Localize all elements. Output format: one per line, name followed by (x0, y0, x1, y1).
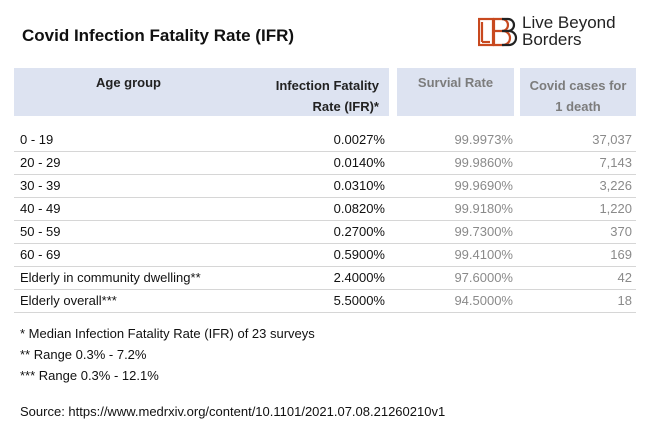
cell-cases: 370 (610, 224, 632, 239)
table-row: 30 - 39 0.0310% 99.9690% 3,226 (14, 175, 636, 198)
cell-cases: 1,220 (599, 201, 632, 216)
cell-cases: 42 (617, 270, 632, 285)
cell-survival: 99.9860% (454, 155, 513, 170)
page-title: Covid Infection Fatality Rate (IFR) (22, 26, 295, 45)
header-age-group: Age group (96, 75, 161, 90)
cell-age-group: 50 - 59 (20, 224, 61, 239)
table-row: 40 - 49 0.0820% 99.9180% 1,220 (14, 198, 636, 221)
cell-age-group: 30 - 39 (20, 178, 61, 193)
header-cases: Covid cases for 1 death (520, 75, 636, 117)
cell-ifr: 5.5000% (333, 293, 385, 308)
cell-age-group: 60 - 69 (20, 247, 61, 262)
table-header-cases: Covid cases for 1 death (520, 68, 636, 116)
cell-age-group: 0 - 19 (20, 132, 54, 147)
cell-survival: 99.9690% (454, 178, 513, 193)
logo-text: Live Beyond Borders (522, 14, 616, 48)
logo-line1: Live Beyond (522, 13, 616, 32)
header-cases-line2: 1 death (555, 99, 601, 114)
header-cases-line1: Covid cases for (529, 78, 627, 93)
footnote: * Median Infection Fatality Rate (IFR) o… (20, 326, 315, 341)
table-row: 50 - 59 0.2700% 99.7300% 370 (14, 221, 636, 244)
table-header-survival: Survial Rate (397, 68, 514, 116)
cell-age-group: 40 - 49 (20, 201, 61, 216)
table-header-main: Age group Infection Fatality Rate (IFR)* (14, 68, 389, 116)
table-row: Elderly in community dwelling** 2.4000% … (14, 267, 636, 290)
cell-ifr: 0.5900% (333, 247, 385, 262)
cell-survival: 99.9180% (454, 201, 513, 216)
lbb-logo-icon (478, 17, 518, 47)
table-row: Elderly overall*** 5.5000% 94.5000% 18 (14, 290, 636, 313)
footnote: ** Range 0.3% - 7.2% (20, 347, 147, 362)
cell-cases: 37,037 (592, 132, 632, 147)
source-link[interactable]: Source: https://www.medrxiv.org/content/… (20, 404, 446, 419)
cell-survival: 99.9973% (454, 132, 513, 147)
cell-ifr: 0.0310% (333, 178, 385, 193)
header-survival: Survial Rate (417, 75, 494, 90)
table-row: 20 - 29 0.0140% 99.9860% 7,143 (14, 152, 636, 175)
cell-survival: 97.6000% (454, 270, 513, 285)
header-ifr: Infection Fatality Rate (IFR)* (276, 75, 379, 117)
header-ifr-line1: Infection Fatality (275, 78, 379, 93)
table-row: 0 - 19 0.0027% 99.9973% 37,037 (14, 129, 636, 152)
cell-ifr: 2.4000% (333, 270, 385, 285)
cell-ifr: 0.0140% (333, 155, 385, 170)
ifr-table-body: 0 - 19 0.0027% 99.9973% 37,037 20 - 29 0… (14, 129, 636, 313)
cell-survival: 94.5000% (454, 293, 513, 308)
cell-cases: 3,226 (599, 178, 632, 193)
footnotes: * Median Infection Fatality Rate (IFR) o… (20, 323, 315, 386)
cell-ifr: 0.0027% (333, 132, 385, 147)
brand-logo: Live Beyond Borders (478, 14, 638, 50)
footnote: *** Range 0.3% - 12.1% (20, 368, 159, 383)
cell-ifr: 0.0820% (333, 201, 385, 216)
cell-ifr: 0.2700% (333, 224, 385, 239)
cell-cases: 7,143 (599, 155, 632, 170)
logo-line2: Borders (522, 30, 582, 49)
cell-age-group: Elderly overall*** (20, 293, 117, 308)
cell-cases: 169 (610, 247, 632, 262)
cell-survival: 99.4100% (454, 247, 513, 262)
cell-survival: 99.7300% (454, 224, 513, 239)
table-row: 60 - 69 0.5900% 99.4100% 169 (14, 244, 636, 267)
cell-age-group: 20 - 29 (20, 155, 61, 170)
cell-cases: 18 (617, 293, 632, 308)
cell-age-group: Elderly in community dwelling** (20, 270, 201, 285)
header-ifr-line2: Rate (IFR)* (312, 99, 379, 114)
